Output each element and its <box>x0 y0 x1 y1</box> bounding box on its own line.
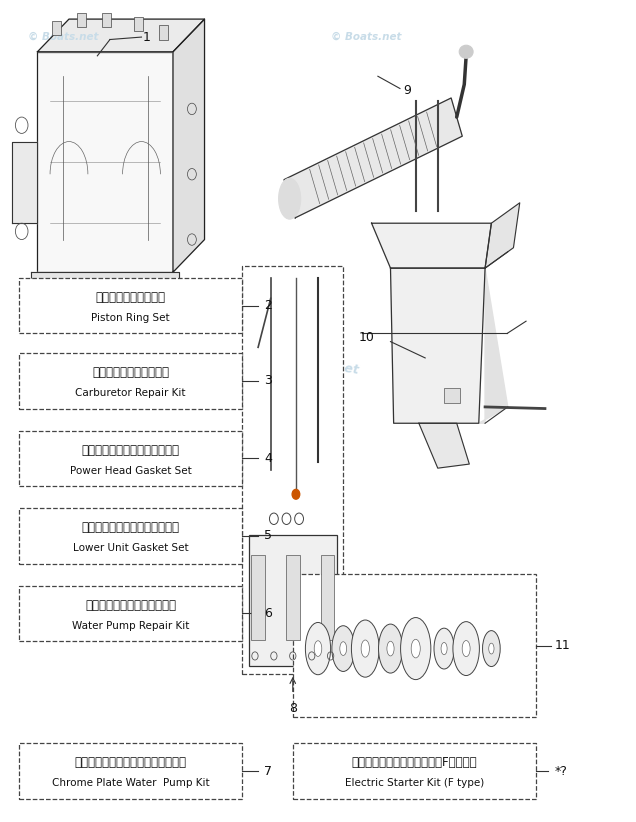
Text: 9: 9 <box>403 85 411 98</box>
Bar <box>18 743 242 799</box>
Polygon shape <box>38 19 205 52</box>
Text: ウォータポンブリペアキット: ウォータポンブリペアキット <box>85 598 176 612</box>
Ellipse shape <box>483 630 500 667</box>
Text: 1: 1 <box>142 30 151 44</box>
Bar <box>293 743 536 799</box>
Bar <box>102 12 111 27</box>
Text: *?: *? <box>555 764 567 778</box>
Polygon shape <box>12 141 38 224</box>
Text: 5: 5 <box>265 529 272 543</box>
Ellipse shape <box>305 622 331 675</box>
Text: Chrome Plate Water  Pump Kit: Chrome Plate Water Pump Kit <box>52 778 209 788</box>
Bar <box>242 266 343 674</box>
Ellipse shape <box>361 640 370 657</box>
Ellipse shape <box>459 45 473 58</box>
Text: ピストンリングセット: ピストンリングセット <box>95 291 165 304</box>
Ellipse shape <box>441 643 447 654</box>
Polygon shape <box>391 268 485 423</box>
Bar <box>251 555 265 640</box>
Text: Piston Ring Set: Piston Ring Set <box>91 313 170 323</box>
Text: 6: 6 <box>265 607 272 620</box>
Polygon shape <box>485 203 520 268</box>
Bar <box>18 278 242 334</box>
Bar <box>444 388 460 403</box>
Text: キャブレタリペアキット: キャブレタリペアキット <box>92 366 169 379</box>
Ellipse shape <box>387 641 394 656</box>
Ellipse shape <box>462 640 470 657</box>
Text: Water Pump Repair Kit: Water Pump Repair Kit <box>72 621 189 630</box>
Bar <box>286 555 300 640</box>
Text: 10: 10 <box>359 331 375 344</box>
Text: 7: 7 <box>265 764 272 778</box>
Ellipse shape <box>453 621 480 676</box>
Bar <box>52 21 61 35</box>
Bar <box>134 16 142 31</box>
Text: クロムメッキウォータポンブキット: クロムメッキウォータポンブキット <box>74 756 186 769</box>
Text: ロワユニットガスケットセット: ロワユニットガスケットセット <box>81 521 179 534</box>
Text: 2: 2 <box>265 299 272 312</box>
Text: Electric Starter Kit (F type): Electric Starter Kit (F type) <box>345 778 484 788</box>
Ellipse shape <box>340 642 347 655</box>
Bar <box>293 575 536 717</box>
Text: パワーヘッドガスケットセット: パワーヘッドガスケットセット <box>81 444 179 456</box>
Polygon shape <box>284 98 462 218</box>
Ellipse shape <box>332 626 354 672</box>
Bar <box>18 508 242 564</box>
Bar <box>249 535 337 666</box>
Bar <box>77 12 86 27</box>
Polygon shape <box>479 268 508 423</box>
Polygon shape <box>31 272 179 293</box>
Ellipse shape <box>314 640 322 657</box>
Polygon shape <box>419 423 469 469</box>
Text: © Boats.net: © Boats.net <box>274 353 360 377</box>
Text: Lower Unit Gasket Set: Lower Unit Gasket Set <box>73 543 188 553</box>
Ellipse shape <box>434 628 454 669</box>
Bar <box>18 353 242 409</box>
Bar <box>18 586 242 641</box>
Text: 4: 4 <box>265 452 272 465</box>
Bar <box>321 555 335 640</box>
Text: Carburetor Repair Kit: Carburetor Repair Kit <box>75 388 186 398</box>
Text: © Boats.net: © Boats.net <box>28 31 99 42</box>
Text: © Boats.net: © Boats.net <box>331 31 401 42</box>
Text: 8: 8 <box>289 703 297 715</box>
Text: Power Head Gasket Set: Power Head Gasket Set <box>69 465 191 476</box>
Polygon shape <box>371 224 492 268</box>
Bar <box>38 52 173 272</box>
Ellipse shape <box>378 624 403 673</box>
Ellipse shape <box>279 178 301 219</box>
Text: エレクトロスタータキット（Fタイプ）: エレクトロスタータキット（Fタイプ） <box>351 756 477 769</box>
Polygon shape <box>173 19 205 272</box>
Ellipse shape <box>411 640 420 658</box>
Bar <box>18 431 242 486</box>
Text: 11: 11 <box>555 640 570 652</box>
Circle shape <box>292 489 300 499</box>
Text: 3: 3 <box>265 374 272 387</box>
Ellipse shape <box>488 643 494 654</box>
Bar <box>159 25 168 39</box>
Ellipse shape <box>352 620 379 677</box>
Ellipse shape <box>401 617 431 680</box>
